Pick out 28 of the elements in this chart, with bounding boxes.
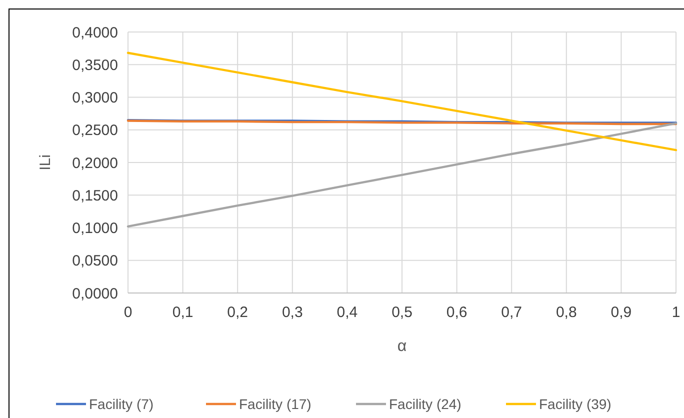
y-tick-label: 0,3500 <box>72 56 118 74</box>
x-tick-label: 1 <box>672 304 680 321</box>
y-tick-label: 0,3000 <box>72 90 118 106</box>
legend-label: Facility (7) <box>89 396 154 412</box>
y-tick-label: 0,1000 <box>72 220 118 237</box>
y-tick-label: 0,2000 <box>72 154 118 172</box>
y-tick-label: 0,4000 <box>72 24 118 42</box>
legend-label: Facility (17) <box>239 396 312 412</box>
legend-label: Facility (24) <box>389 396 462 412</box>
x-tick-label: 0,2 <box>227 304 248 321</box>
y-tick-label: 0,2500 <box>72 122 118 140</box>
y-tick-label: 0,0000 <box>72 285 118 302</box>
legend-label: Facility (39) <box>539 396 612 412</box>
x-tick-label: 0,1 <box>172 304 194 321</box>
x-tick-label: 0,7 <box>501 304 522 321</box>
x-axis-title: α <box>397 338 407 355</box>
y-tick-label: 0,0500 <box>72 252 118 270</box>
x-tick-label: 0,4 <box>336 304 358 321</box>
x-tick-label: 0,6 <box>446 304 468 321</box>
line-series <box>126 52 678 152</box>
y-axis-title: ILi <box>37 154 54 170</box>
x-tick-label: 0,8 <box>556 304 577 321</box>
x-tick-label: 0 <box>124 304 132 321</box>
y-tick-label: 0,1500 <box>72 187 118 204</box>
x-tick-label: 0,5 <box>392 304 412 321</box>
x-tick-label: 0,3 <box>282 304 303 321</box>
line-series <box>126 122 678 228</box>
x-tick-label: 0,9 <box>610 304 632 321</box>
